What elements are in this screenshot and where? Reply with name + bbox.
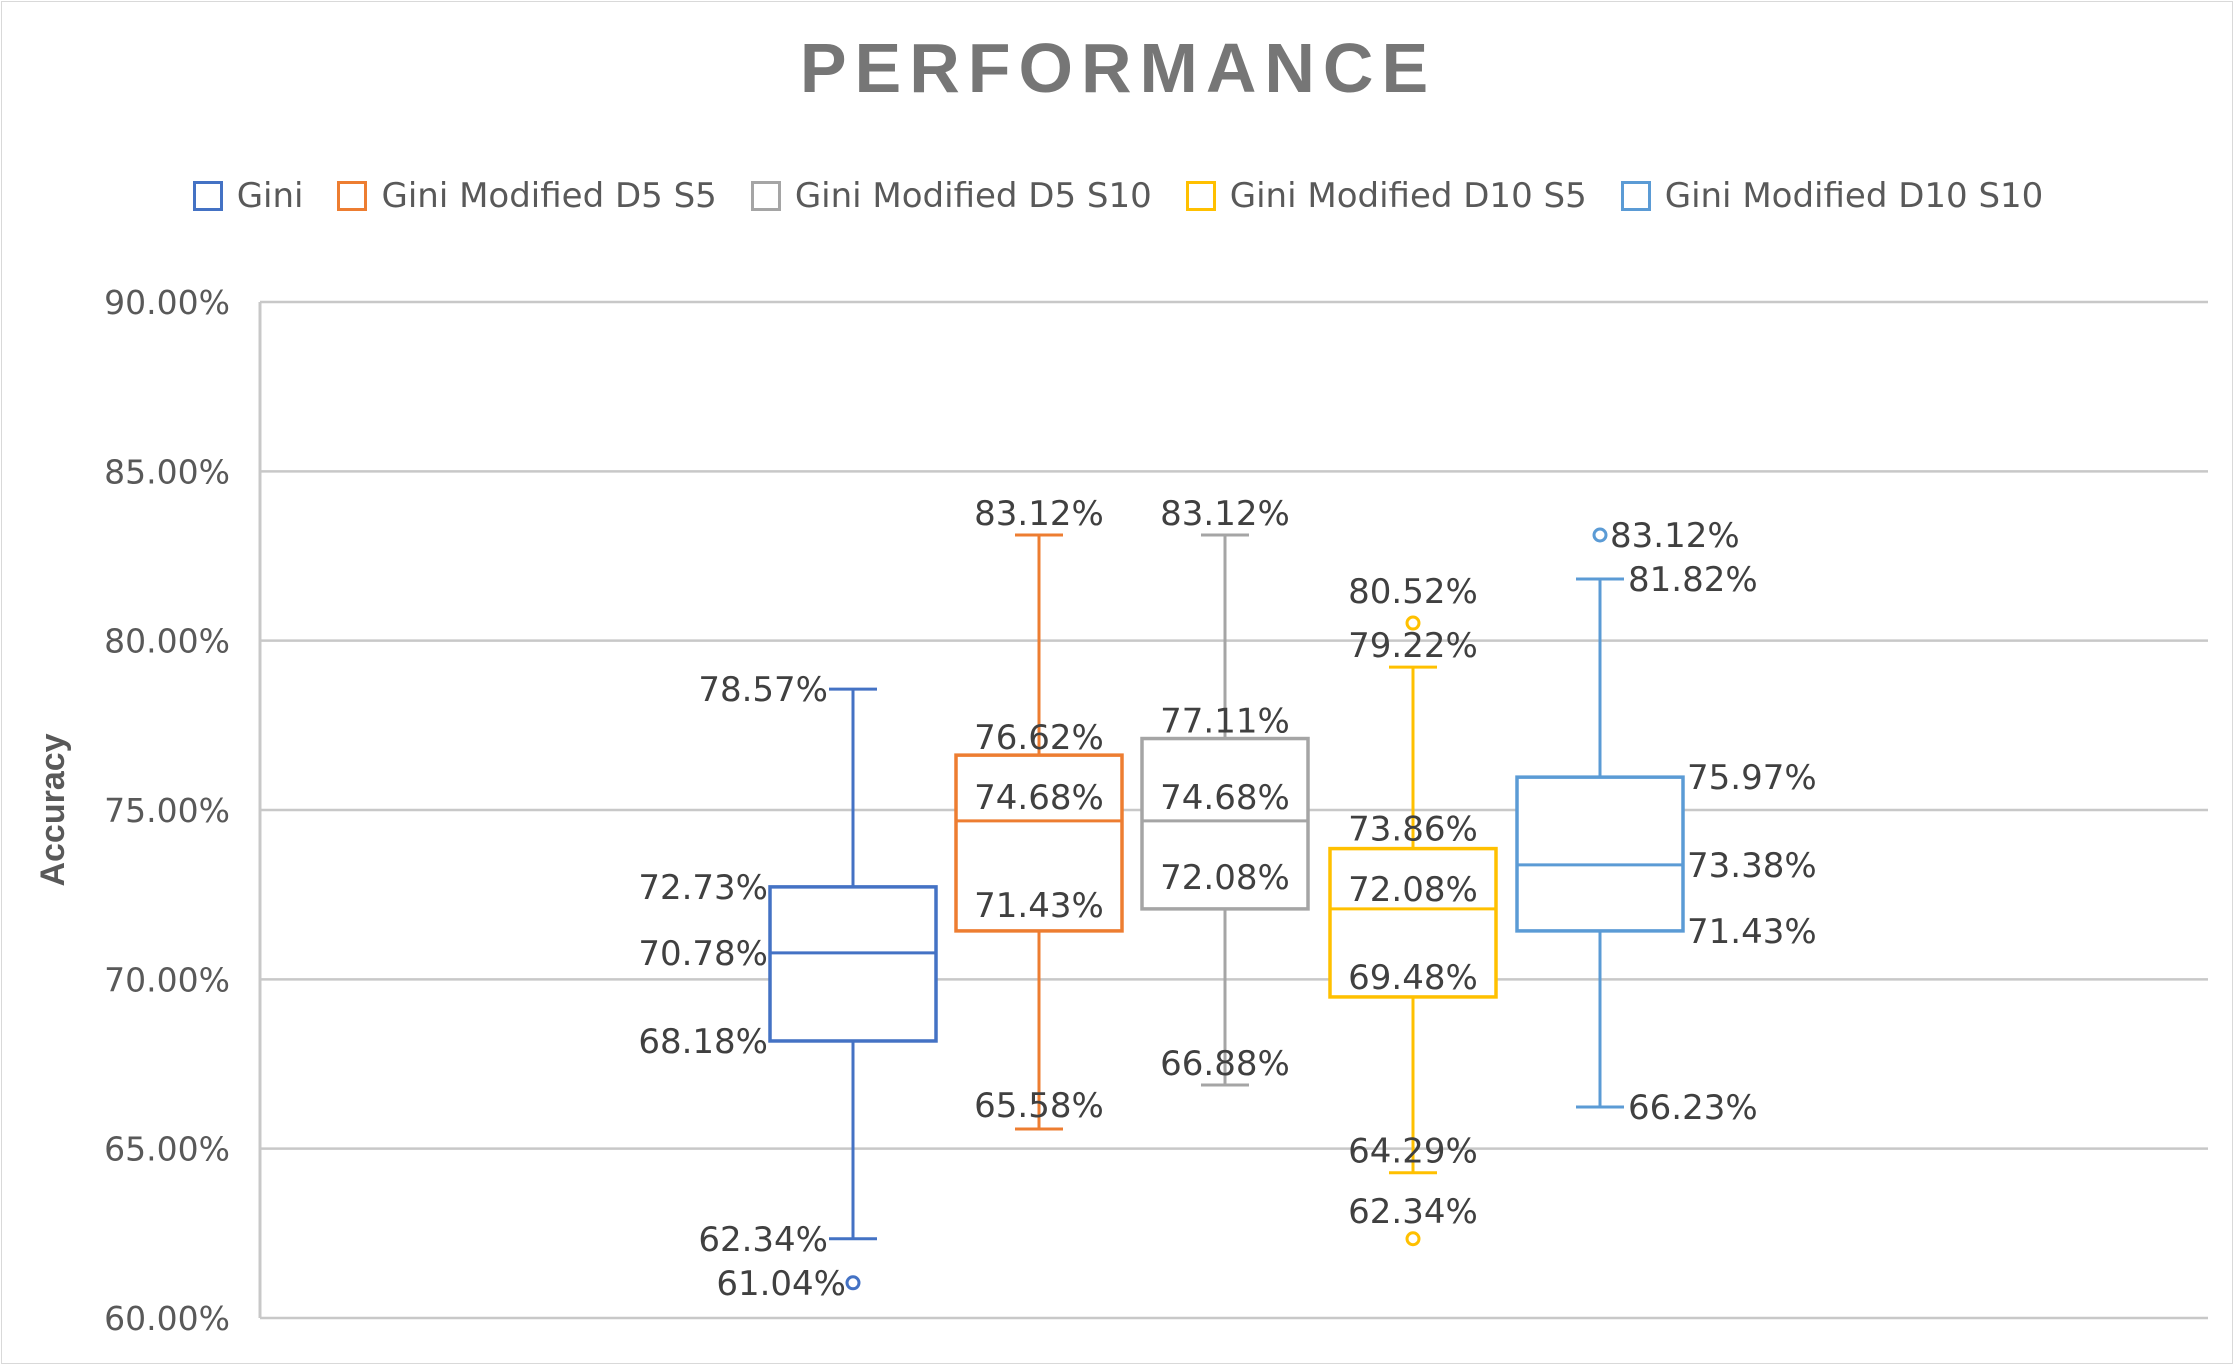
legend-swatch (337, 181, 368, 211)
legend-swatch (1185, 181, 1216, 211)
y-tick-label: 90.00% (104, 283, 230, 322)
outlier-point (1405, 1231, 1421, 1247)
data-label-q1: 69.48% (1348, 958, 1478, 998)
legend-swatch (1620, 181, 1651, 211)
data-label-min: 66.88% (1160, 1044, 1290, 1084)
box-iqr (768, 885, 938, 1043)
y-tick-label: 80.00% (104, 622, 230, 661)
box-iqr (1515, 775, 1685, 933)
outlier-point (1592, 527, 1608, 543)
legend-swatch (192, 181, 223, 211)
y-tick-label: 75.00% (104, 791, 230, 830)
box-iqr (1140, 736, 1310, 911)
legend-item: Gini Modified D10 S5 (1185, 176, 1587, 216)
legend-label: Gini Modified D5 S5 (381, 176, 717, 216)
data-label-q1: 71.43% (1687, 912, 1817, 952)
data-label-max: 83.12% (974, 494, 1104, 534)
data-label-q3: 77.11% (1160, 702, 1290, 742)
data-label-max: 78.57% (698, 670, 828, 710)
data-label-max: 83.12% (1160, 494, 1290, 534)
box-iqr (954, 753, 1124, 933)
legend-item: Gini Modified D5 S10 (750, 176, 1152, 216)
data-label-q1: 68.18% (638, 1022, 768, 1062)
data-label-min: 66.23% (1628, 1088, 1758, 1128)
data-label-max: 81.82% (1628, 560, 1758, 600)
data-label-outlier: 83.12% (1610, 516, 1740, 556)
data-label-min: 64.29% (1348, 1132, 1478, 1172)
data-label-q3: 75.97% (1687, 758, 1817, 798)
data-label-min: 65.58% (974, 1086, 1104, 1126)
box-iqr (1328, 846, 1498, 999)
data-label-q3: 76.62% (974, 718, 1104, 758)
legend-item: Gini Modified D10 S10 (1620, 176, 2044, 216)
legend-item: Gini (192, 176, 304, 216)
y-tick-label: 65.00% (104, 1130, 230, 1169)
data-label-median: 74.68% (1160, 778, 1290, 818)
y-tick-label: 60.00% (104, 1299, 230, 1338)
data-label-q1: 71.43% (974, 886, 1104, 926)
chart-title: PERFORMANCE (799, 29, 1437, 107)
y-tick-label: 85.00% (104, 452, 230, 491)
outlier-point (1405, 615, 1421, 631)
data-label-median: 72.08% (1348, 870, 1478, 910)
legend-item: Gini Modified D5 S5 (337, 176, 717, 216)
data-label-q1: 72.08% (1160, 858, 1290, 898)
data-label-median: 73.38% (1687, 846, 1817, 886)
data-label-outlier: 61.04% (716, 1264, 846, 1304)
data-label-outlier: 80.52% (1348, 572, 1478, 612)
data-label-min: 62.34% (698, 1220, 828, 1260)
chart-legend: Gini Gini Modified D5 S5 Gini Modified D5 … (0, 176, 2236, 216)
y-axis-title: Accuracy (34, 733, 72, 886)
data-label-max: 79.22% (1348, 626, 1478, 666)
legend-label: Gini Modified D5 S10 (794, 176, 1152, 216)
legend-label: Gini Modified D10 S10 (1664, 176, 2044, 216)
data-label-outlier: 62.34% (1348, 1192, 1478, 1232)
data-label-q3: 72.73% (638, 868, 768, 908)
data-label-median: 74.68% (974, 778, 1104, 818)
legend-label: Gini Modified D10 S5 (1229, 176, 1587, 216)
data-label-median: 70.78% (638, 934, 768, 974)
legend-label: Gini (236, 176, 304, 216)
outlier-point (845, 1275, 861, 1291)
y-tick-label: 70.00% (104, 960, 230, 999)
data-label-q3: 73.86% (1348, 810, 1478, 850)
legend-swatch (750, 181, 781, 211)
